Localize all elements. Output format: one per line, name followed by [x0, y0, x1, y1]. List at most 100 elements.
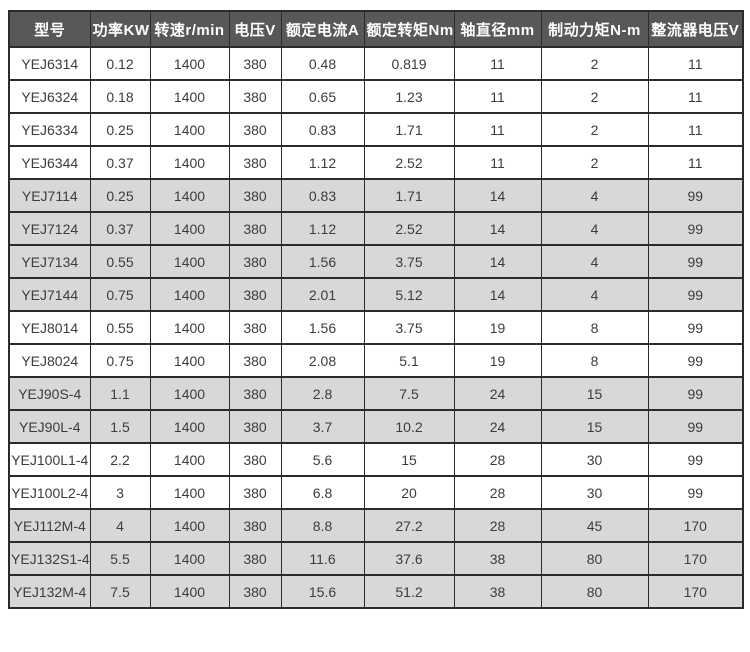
value-cell: 1400 — [149, 475, 230, 510]
value-cell: 99 — [647, 409, 744, 444]
column-header: 电压V — [228, 10, 282, 48]
model-cell: YEJ100L2-4 — [8, 475, 91, 510]
value-cell: 0.25 — [89, 178, 151, 213]
value-cell: 11.6 — [280, 541, 365, 576]
table-row: YEJ100L2-4 3 1400 380 6.8 20 28 30 99 — [8, 475, 744, 510]
table-row: YEJ112M-4 4 1400 380 8.8 27.2 28 45 170 — [8, 508, 744, 543]
value-cell: 8 — [540, 343, 649, 378]
value-cell: 0.55 — [89, 310, 151, 345]
value-cell: 14 — [453, 178, 542, 213]
value-cell: 19 — [453, 343, 542, 378]
header-row: 型号 功率KW 转速r/min 电压V 额定电流A 额定转矩Nm 轴直径mm 制动力矩N-m 整… — [8, 10, 744, 48]
value-cell: 27.2 — [363, 508, 455, 543]
value-cell: 0.65 — [280, 79, 365, 114]
value-cell: 0.48 — [280, 46, 365, 81]
model-cell: YEJ90L-4 — [8, 409, 91, 444]
table-row: YEJ7124 0.37 1400 380 1.12 2.52 14 4 99 — [8, 211, 744, 246]
value-cell: 0.75 — [89, 343, 151, 378]
table-row: YEJ6314 0.12 1400 380 0.48 0.819 11 2 11 — [8, 46, 744, 81]
table-row: YEJ132S1-4 5.5 1400 380 11.6 37.6 38 80 170 — [8, 541, 744, 576]
value-cell: 1400 — [149, 376, 230, 411]
table-body: YEJ6314 0.12 1400 380 0.48 0.819 11 2 11 YEJ6324 0… — [8, 46, 744, 609]
column-header: 功率KW — [89, 10, 151, 48]
model-cell: YEJ8024 — [8, 343, 91, 378]
value-cell: 99 — [647, 277, 744, 312]
value-cell: 19 — [453, 310, 542, 345]
column-header: 整流器电压V — [647, 10, 744, 48]
value-cell: 4 — [540, 244, 649, 279]
value-cell: 0.37 — [89, 145, 151, 180]
model-cell: YEJ6314 — [8, 46, 91, 81]
table-row: YEJ7134 0.55 1400 380 1.56 3.75 14 4 99 — [8, 244, 744, 279]
model-cell: YEJ132M-4 — [8, 574, 91, 609]
value-cell: 14 — [453, 211, 542, 246]
value-cell: 1400 — [149, 541, 230, 576]
value-cell: 20 — [363, 475, 455, 510]
value-cell: 28 — [453, 442, 542, 477]
value-cell: 0.18 — [89, 79, 151, 114]
value-cell: 99 — [647, 475, 744, 510]
value-cell: 11 — [647, 46, 744, 81]
value-cell: 380 — [228, 79, 282, 114]
value-cell: 2 — [540, 145, 649, 180]
value-cell: 2 — [540, 112, 649, 147]
value-cell: 2 — [540, 46, 649, 81]
value-cell: 1.56 — [280, 310, 365, 345]
value-cell: 1.23 — [363, 79, 455, 114]
model-cell: YEJ7124 — [8, 211, 91, 246]
table-row: YEJ7114 0.25 1400 380 0.83 1.71 14 4 99 — [8, 178, 744, 213]
value-cell: 2.52 — [363, 145, 455, 180]
table-row: YEJ6324 0.18 1400 380 0.65 1.23 11 2 11 — [8, 79, 744, 114]
value-cell: 99 — [647, 211, 744, 246]
value-cell: 5.6 — [280, 442, 365, 477]
value-cell: 38 — [453, 541, 542, 576]
value-cell: 99 — [647, 376, 744, 411]
value-cell: 170 — [647, 508, 744, 543]
value-cell: 1400 — [149, 574, 230, 609]
model-cell: YEJ7114 — [8, 178, 91, 213]
value-cell: 380 — [228, 244, 282, 279]
value-cell: 1400 — [149, 244, 230, 279]
value-cell: 380 — [228, 442, 282, 477]
value-cell: 30 — [540, 475, 649, 510]
value-cell: 3 — [89, 475, 151, 510]
value-cell: 5.12 — [363, 277, 455, 312]
value-cell: 4 — [540, 277, 649, 312]
model-cell: YEJ90S-4 — [8, 376, 91, 411]
model-cell: YEJ6324 — [8, 79, 91, 114]
value-cell: 24 — [453, 409, 542, 444]
value-cell: 99 — [647, 178, 744, 213]
table-row: YEJ8014 0.55 1400 380 1.56 3.75 19 8 99 — [8, 310, 744, 345]
value-cell: 11 — [647, 79, 744, 114]
motor-spec-table: 型号 功率KW 转速r/min 电压V 额定电流A 额定转矩Nm 轴直径mm 制动力矩N-m 整… — [8, 10, 744, 609]
table-row: YEJ100L1-4 2.2 1400 380 5.6 15 28 30 99 — [8, 442, 744, 477]
value-cell: 0.819 — [363, 46, 455, 81]
value-cell: 99 — [647, 310, 744, 345]
value-cell: 7.5 — [363, 376, 455, 411]
value-cell: 4 — [89, 508, 151, 543]
value-cell: 1400 — [149, 508, 230, 543]
value-cell: 45 — [540, 508, 649, 543]
value-cell: 7.5 — [89, 574, 151, 609]
value-cell: 6.8 — [280, 475, 365, 510]
table-row: YEJ6334 0.25 1400 380 0.83 1.71 11 2 11 — [8, 112, 744, 147]
value-cell: 170 — [647, 574, 744, 609]
value-cell: 2.2 — [89, 442, 151, 477]
value-cell: 3.75 — [363, 244, 455, 279]
value-cell: 380 — [228, 310, 282, 345]
value-cell: 15 — [540, 376, 649, 411]
value-cell: 380 — [228, 376, 282, 411]
value-cell: 14 — [453, 277, 542, 312]
value-cell: 380 — [228, 112, 282, 147]
value-cell: 380 — [228, 574, 282, 609]
table-row: YEJ90S-4 1.1 1400 380 2.8 7.5 24 15 99 — [8, 376, 744, 411]
value-cell: 0.12 — [89, 46, 151, 81]
value-cell: 380 — [228, 343, 282, 378]
value-cell: 28 — [453, 475, 542, 510]
column-header: 型号 — [8, 10, 91, 48]
value-cell: 24 — [453, 376, 542, 411]
value-cell: 380 — [228, 277, 282, 312]
value-cell: 380 — [228, 475, 282, 510]
value-cell: 1.56 — [280, 244, 365, 279]
value-cell: 15 — [540, 409, 649, 444]
